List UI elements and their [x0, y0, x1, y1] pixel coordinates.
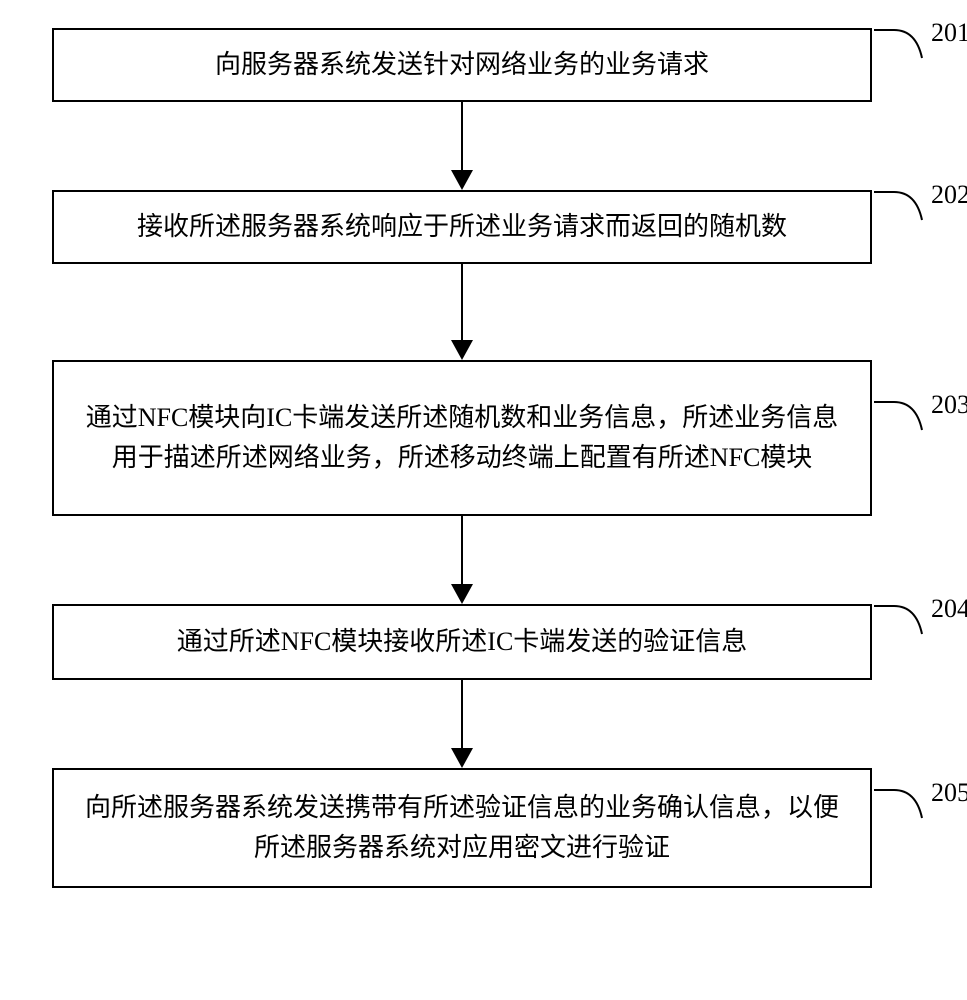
label-connector [874, 186, 930, 224]
arrow-line [461, 516, 463, 586]
label-connector [874, 600, 930, 638]
step-label: 203 [931, 390, 967, 420]
arrow-head-icon [451, 170, 473, 190]
flow-box-text: 通过所述NFC模块接收所述IC卡端发送的验证信息 [177, 622, 748, 662]
step-label: 204 [931, 594, 967, 624]
arrow-head-icon [451, 748, 473, 768]
flow-box-text: 通过NFC模块向IC卡端发送所述随机数和业务信息，所述业务信息用于描述所述网络业… [78, 398, 846, 479]
label-connector [874, 24, 930, 62]
flow-box: 向所述服务器系统发送携带有所述验证信息的业务确认信息，以便所述服务器系统对应用密… [52, 768, 872, 888]
flow-step: 201 向服务器系统发送针对网络业务的业务请求 [52, 28, 922, 102]
flow-step: 203 通过NFC模块向IC卡端发送所述随机数和业务信息，所述业务信息用于描述所… [52, 360, 922, 516]
flow-box: 接收所述服务器系统响应于所述业务请求而返回的随机数 [52, 190, 872, 264]
step-label: 205 [931, 778, 967, 808]
arrow-head-icon [451, 584, 473, 604]
label-connector [874, 784, 930, 822]
flow-arrow [52, 264, 872, 360]
flow-box: 通过NFC模块向IC卡端发送所述随机数和业务信息，所述业务信息用于描述所述网络业… [52, 360, 872, 516]
flow-box: 向服务器系统发送针对网络业务的业务请求 [52, 28, 872, 102]
flowchart-container: 201 向服务器系统发送针对网络业务的业务请求 202 接收所述服务器系统响应于… [52, 28, 922, 888]
flow-arrow [52, 516, 872, 604]
flow-step: 205 向所述服务器系统发送携带有所述验证信息的业务确认信息，以便所述服务器系统… [52, 768, 922, 888]
step-label: 201 [931, 18, 967, 48]
flow-box-text: 向服务器系统发送针对网络业务的业务请求 [215, 45, 709, 85]
flow-box-text: 向所述服务器系统发送携带有所述验证信息的业务确认信息，以便所述服务器系统对应用密… [78, 788, 846, 869]
arrow-line [461, 102, 463, 172]
flow-box: 通过所述NFC模块接收所述IC卡端发送的验证信息 [52, 604, 872, 680]
label-connector [874, 396, 930, 434]
flow-box-text: 接收所述服务器系统响应于所述业务请求而返回的随机数 [137, 207, 787, 247]
flow-arrow [52, 680, 872, 768]
flow-step: 202 接收所述服务器系统响应于所述业务请求而返回的随机数 [52, 190, 922, 264]
step-label: 202 [931, 180, 967, 210]
flow-arrow [52, 102, 872, 190]
flow-step: 204 通过所述NFC模块接收所述IC卡端发送的验证信息 [52, 604, 922, 680]
arrow-line [461, 264, 463, 342]
arrow-line [461, 680, 463, 750]
arrow-head-icon [451, 340, 473, 360]
